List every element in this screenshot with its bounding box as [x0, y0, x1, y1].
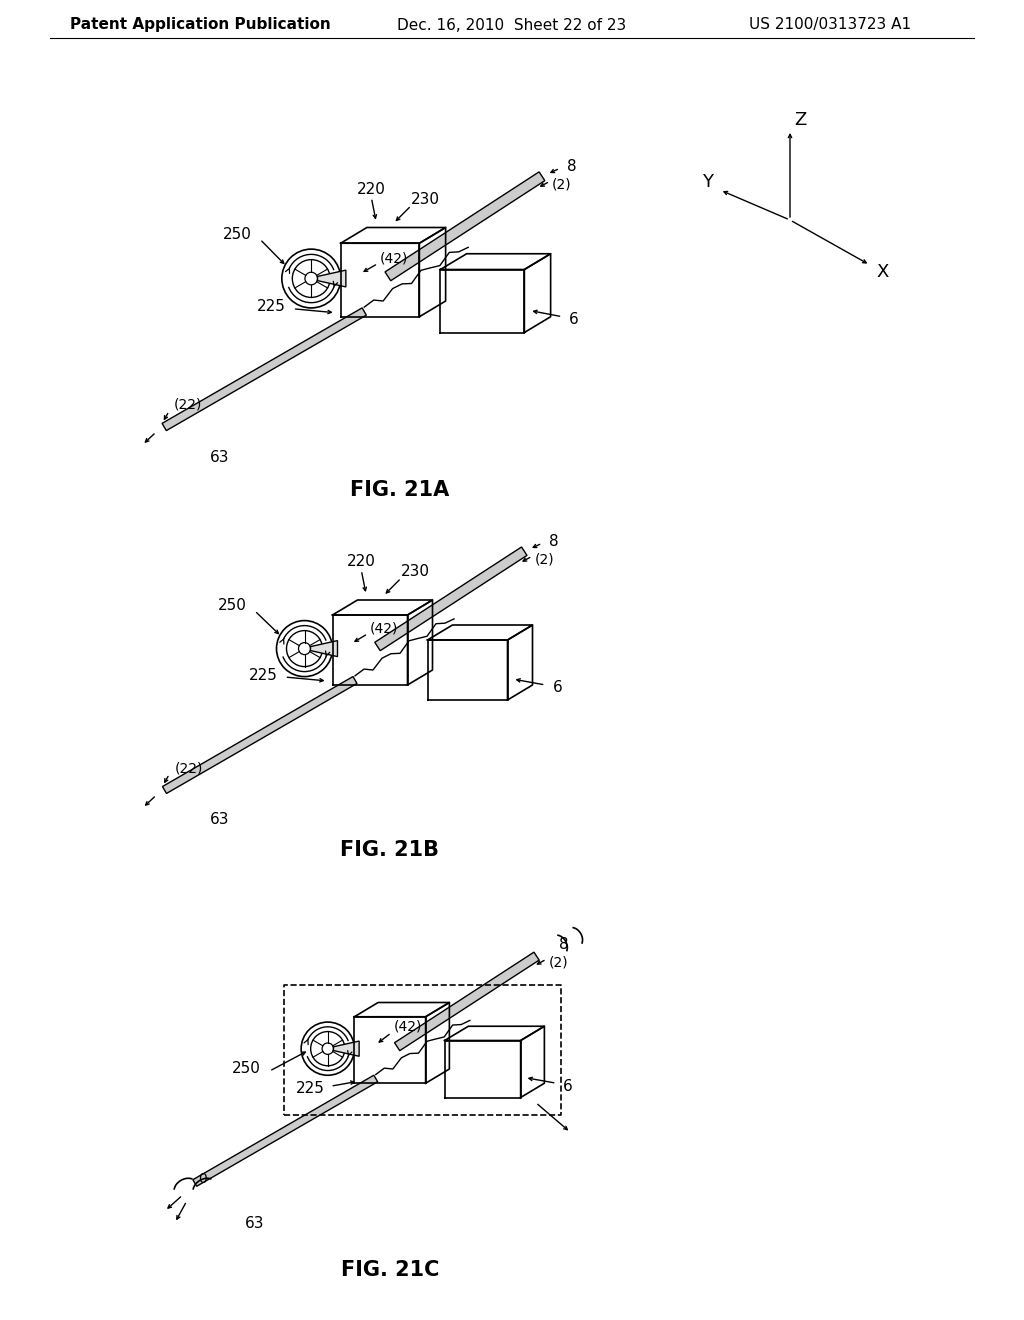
Polygon shape [162, 308, 367, 430]
Polygon shape [310, 640, 338, 656]
Text: (22): (22) [174, 399, 203, 412]
Text: 6: 6 [569, 313, 580, 327]
Text: 6: 6 [553, 681, 562, 696]
Text: 63: 63 [210, 450, 229, 465]
Text: 250: 250 [223, 227, 252, 242]
Text: 250: 250 [218, 598, 247, 612]
Text: US 2100/0313723 A1: US 2100/0313723 A1 [749, 17, 911, 33]
Text: 63: 63 [245, 1216, 264, 1230]
Text: 225: 225 [249, 668, 278, 682]
Text: 8: 8 [549, 533, 559, 549]
Polygon shape [394, 952, 540, 1051]
Text: 220: 220 [347, 554, 376, 569]
Text: (2): (2) [535, 552, 554, 566]
Polygon shape [317, 271, 346, 286]
Text: 225: 225 [257, 300, 286, 314]
Text: 230: 230 [412, 191, 440, 207]
Text: 8: 8 [567, 158, 577, 174]
Text: 6: 6 [562, 1078, 572, 1093]
Text: 250: 250 [232, 1061, 261, 1076]
Polygon shape [163, 677, 357, 793]
Text: 63: 63 [210, 813, 229, 828]
Polygon shape [375, 546, 527, 651]
Text: 225: 225 [296, 1081, 325, 1096]
Text: 8: 8 [558, 937, 568, 952]
Polygon shape [334, 1041, 359, 1056]
Text: FIG. 21C: FIG. 21C [341, 1261, 439, 1280]
Polygon shape [385, 172, 545, 281]
Text: Dec. 16, 2010  Sheet 22 of 23: Dec. 16, 2010 Sheet 22 of 23 [397, 17, 627, 33]
Text: 230: 230 [401, 565, 430, 579]
Polygon shape [193, 1076, 378, 1187]
Text: Patent Application Publication: Patent Application Publication [70, 17, 331, 33]
Text: FIG. 21A: FIG. 21A [350, 480, 450, 500]
Text: (42): (42) [370, 622, 398, 636]
Text: 0: 0 [199, 1172, 207, 1185]
Text: Z: Z [794, 111, 806, 129]
Text: (42): (42) [393, 1019, 422, 1034]
Text: (22): (22) [174, 762, 203, 775]
Text: (2): (2) [552, 177, 571, 191]
Text: FIG. 21B: FIG. 21B [341, 840, 439, 861]
Text: 220: 220 [357, 182, 386, 197]
Text: (42): (42) [380, 252, 409, 265]
Text: X: X [877, 263, 889, 281]
Text: Y: Y [702, 173, 714, 191]
Text: (2): (2) [549, 956, 568, 969]
